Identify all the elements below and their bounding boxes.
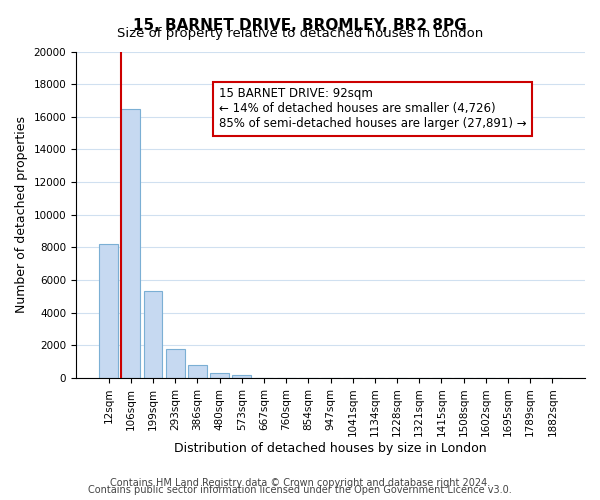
Text: Size of property relative to detached houses in London: Size of property relative to detached ho… xyxy=(117,28,483,40)
Text: Contains HM Land Registry data © Crown copyright and database right 2024.: Contains HM Land Registry data © Crown c… xyxy=(110,478,490,488)
Text: 15, BARNET DRIVE, BROMLEY, BR2 8PG: 15, BARNET DRIVE, BROMLEY, BR2 8PG xyxy=(133,18,467,32)
Y-axis label: Number of detached properties: Number of detached properties xyxy=(15,116,28,313)
Bar xyxy=(99,244,118,378)
Text: 15 BARNET DRIVE: 92sqm
← 14% of detached houses are smaller (4,726)
85% of semi-: 15 BARNET DRIVE: 92sqm ← 14% of detached… xyxy=(218,88,526,130)
Bar xyxy=(166,350,185,378)
Text: Contains public sector information licensed under the Open Government Licence v3: Contains public sector information licen… xyxy=(88,485,512,495)
Bar xyxy=(143,292,163,378)
Bar xyxy=(121,108,140,378)
Bar xyxy=(188,365,207,378)
X-axis label: Distribution of detached houses by size in London: Distribution of detached houses by size … xyxy=(174,442,487,455)
Bar xyxy=(232,374,251,378)
Bar xyxy=(210,374,229,378)
